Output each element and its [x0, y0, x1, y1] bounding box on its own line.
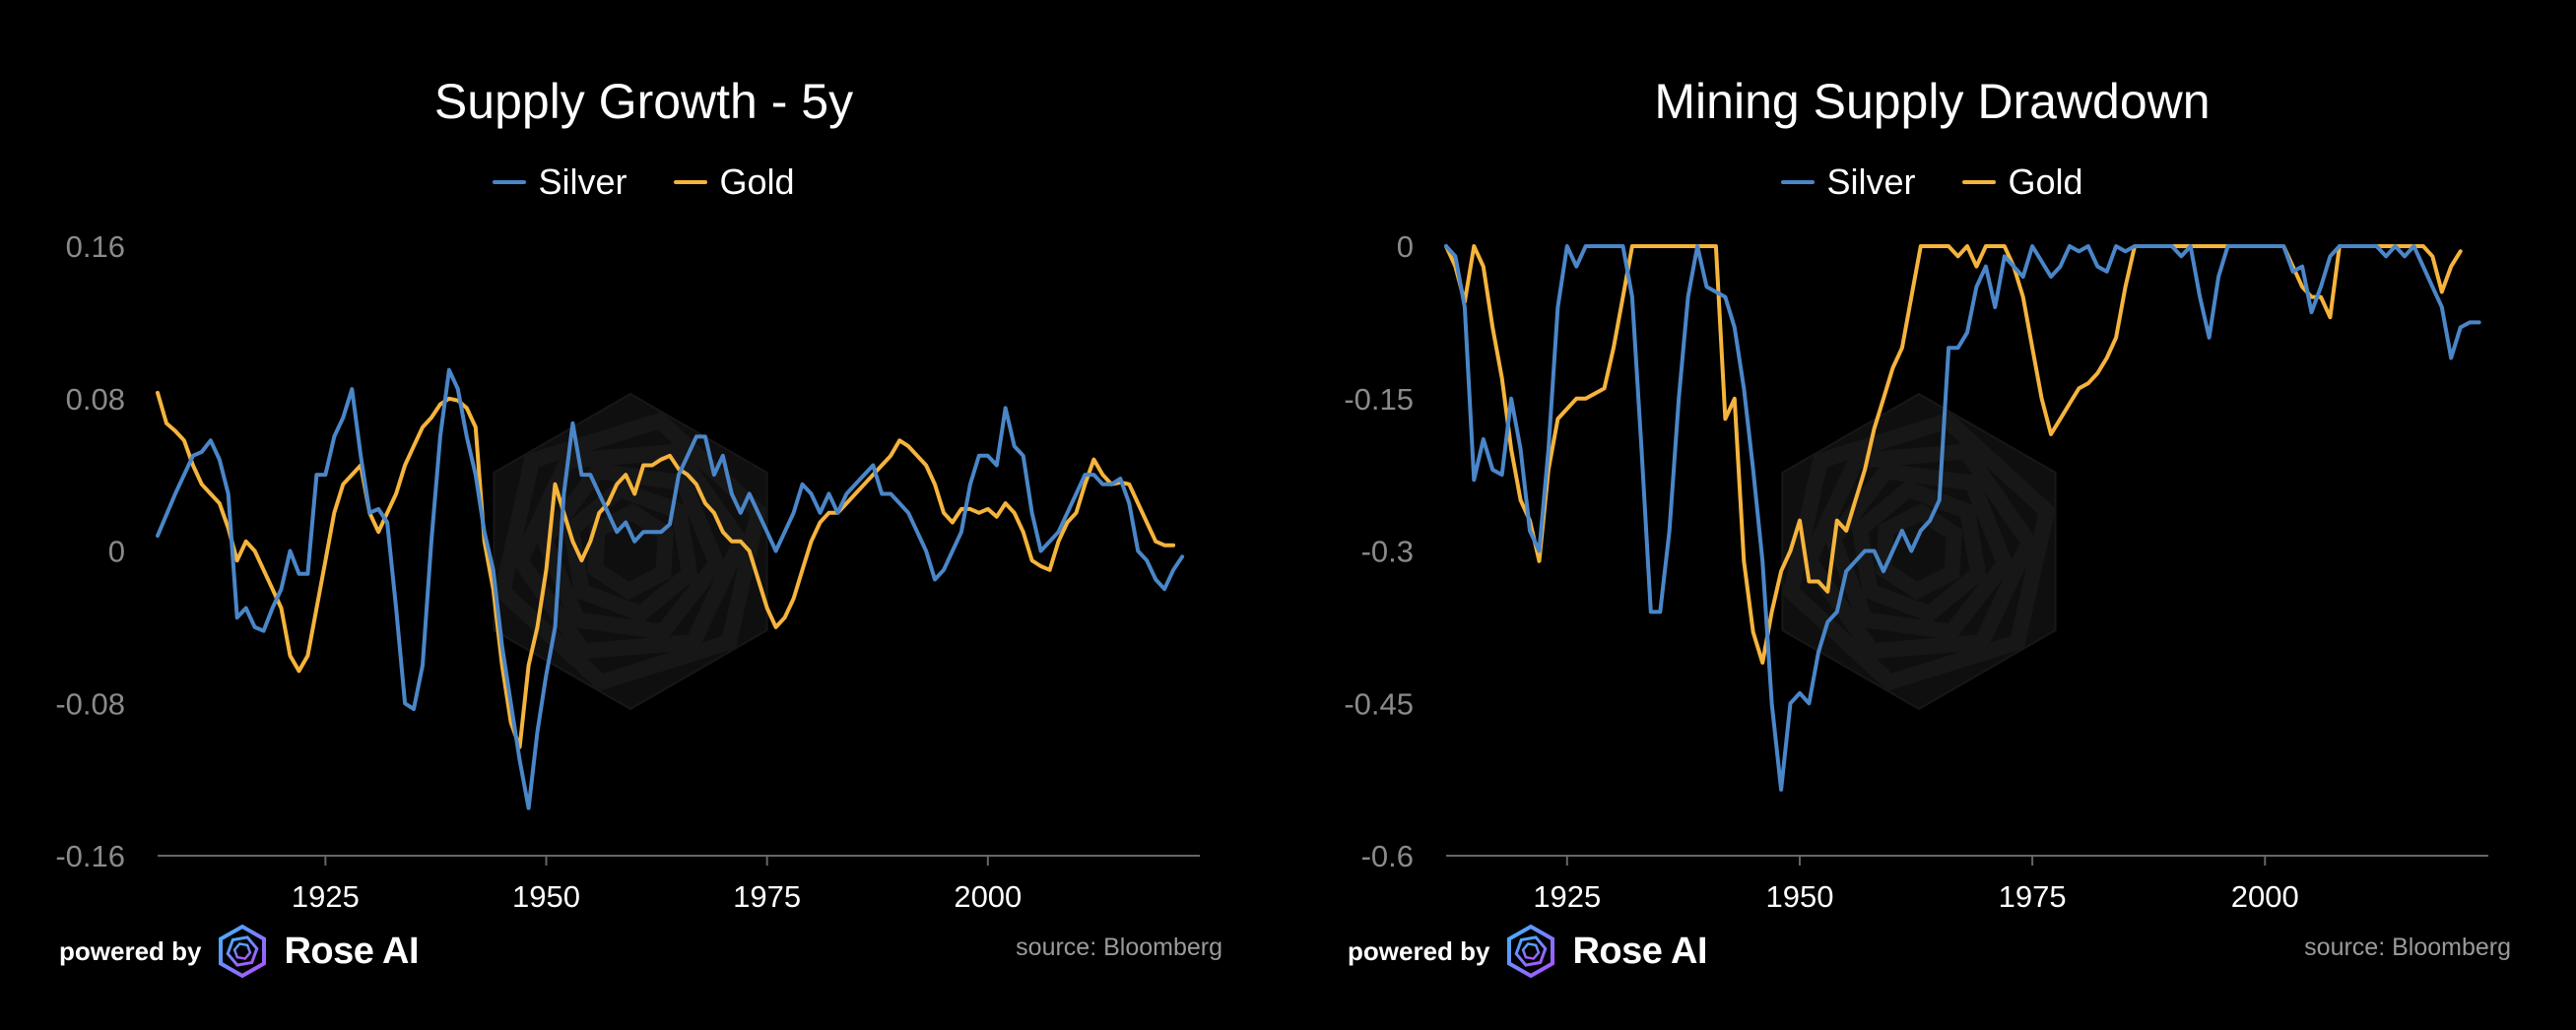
- watermark-logo: [1781, 392, 2057, 711]
- x-tick-label: 2000: [2231, 879, 2299, 914]
- legend-label-gold: Gold: [2008, 161, 2083, 202]
- x-tick-label: 1950: [1765, 879, 1833, 914]
- rose-ai-hexagon-icon: [1507, 924, 1555, 979]
- y-tick-label: -0.3: [1361, 535, 1414, 569]
- y-tick-label: 0.16: [66, 229, 125, 264]
- x-tick-label: 1950: [512, 879, 580, 914]
- y-tick-label: -0.16: [55, 839, 125, 873]
- series-line-gold: [156, 390, 1176, 749]
- legend-item-gold[interactable]: Gold: [674, 161, 795, 203]
- powered-by-label: powered by: [1348, 935, 1490, 966]
- y-tick-label: -0.15: [1344, 382, 1414, 417]
- x-tick-label: 1925: [1533, 879, 1601, 914]
- legend-swatch-silver: [493, 180, 527, 184]
- watermark-logo: [493, 392, 768, 711]
- supply-growth-panel: 0.16 0.08 0 -0.08 -0.16 1925 1950 1975 2000 Supp…: [0, 74, 1288, 979]
- chart-title: Supply Growth - 5y: [433, 74, 854, 129]
- chart-title: Mining Supply Drawdown: [1654, 74, 2211, 129]
- chart-legend: Silver Gold: [0, 161, 1288, 203]
- branding: powered by Rose AI: [1348, 924, 1708, 979]
- x-tick-label: 1925: [292, 879, 360, 914]
- y-tick-label: -0.08: [55, 686, 125, 721]
- source-label: source: Bloomberg: [2304, 933, 2511, 961]
- series-line-silver: [1444, 244, 2481, 792]
- legend-label-silver: Silver: [1826, 161, 1916, 202]
- y-tick-label: 0: [108, 535, 125, 569]
- mining-drawdown-panel: 0 -0.15 -0.3 -0.45 -0.6 1925 1950 1975 2000 Mini…: [1288, 0, 2576, 1030]
- legend-label-gold: Gold: [719, 161, 795, 202]
- rose-ai-hexagon-icon: [219, 924, 267, 979]
- powered-by-label: powered by: [59, 935, 202, 966]
- source-label: source: Bloomberg: [1016, 933, 1222, 961]
- y-tick-label: -0.6: [1361, 839, 1414, 873]
- legend-item-silver[interactable]: Silver: [493, 161, 627, 203]
- legend-item-silver[interactable]: Silver: [1781, 161, 1915, 203]
- x-tick-label: 1975: [733, 879, 801, 914]
- mining-drawdown-plot: 0 -0.15 -0.3 -0.45 -0.6 1925 1950 1975 2000: [1344, 229, 2488, 914]
- legend-label-silver: Silver: [538, 161, 627, 202]
- series-line-silver: [156, 367, 1185, 810]
- legend-swatch-gold: [674, 180, 708, 184]
- brand-name: Rose AI: [284, 930, 420, 972]
- y-tick-label: 0.08: [66, 382, 125, 417]
- y-tick-label: 0: [1397, 229, 1414, 264]
- branding: powered by Rose AI: [59, 924, 420, 979]
- legend-swatch-gold: [1962, 180, 1997, 184]
- x-tick-label: 1975: [1999, 879, 2067, 914]
- y-tick-label: -0.45: [1344, 686, 1414, 721]
- legend-item-gold[interactable]: Gold: [1962, 161, 2083, 203]
- brand-name: Rose AI: [1572, 930, 1708, 972]
- chart-legend: Silver Gold: [1288, 161, 2576, 203]
- supply-growth-plot: 0.16 0.08 0 -0.08 -0.16 1925 1950 1975 2000: [55, 229, 1200, 914]
- legend-swatch-silver: [1781, 180, 1816, 184]
- x-tick-label: 2000: [954, 879, 1022, 914]
